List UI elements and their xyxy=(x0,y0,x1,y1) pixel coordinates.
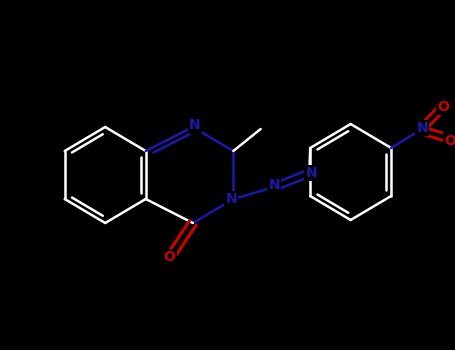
Text: N: N xyxy=(226,192,237,206)
Text: N: N xyxy=(416,121,428,135)
Text: N: N xyxy=(189,118,201,132)
Text: O: O xyxy=(437,100,449,114)
Text: O: O xyxy=(445,134,455,148)
Text: N: N xyxy=(305,166,317,180)
Text: N: N xyxy=(268,178,280,192)
Text: O: O xyxy=(163,250,176,264)
